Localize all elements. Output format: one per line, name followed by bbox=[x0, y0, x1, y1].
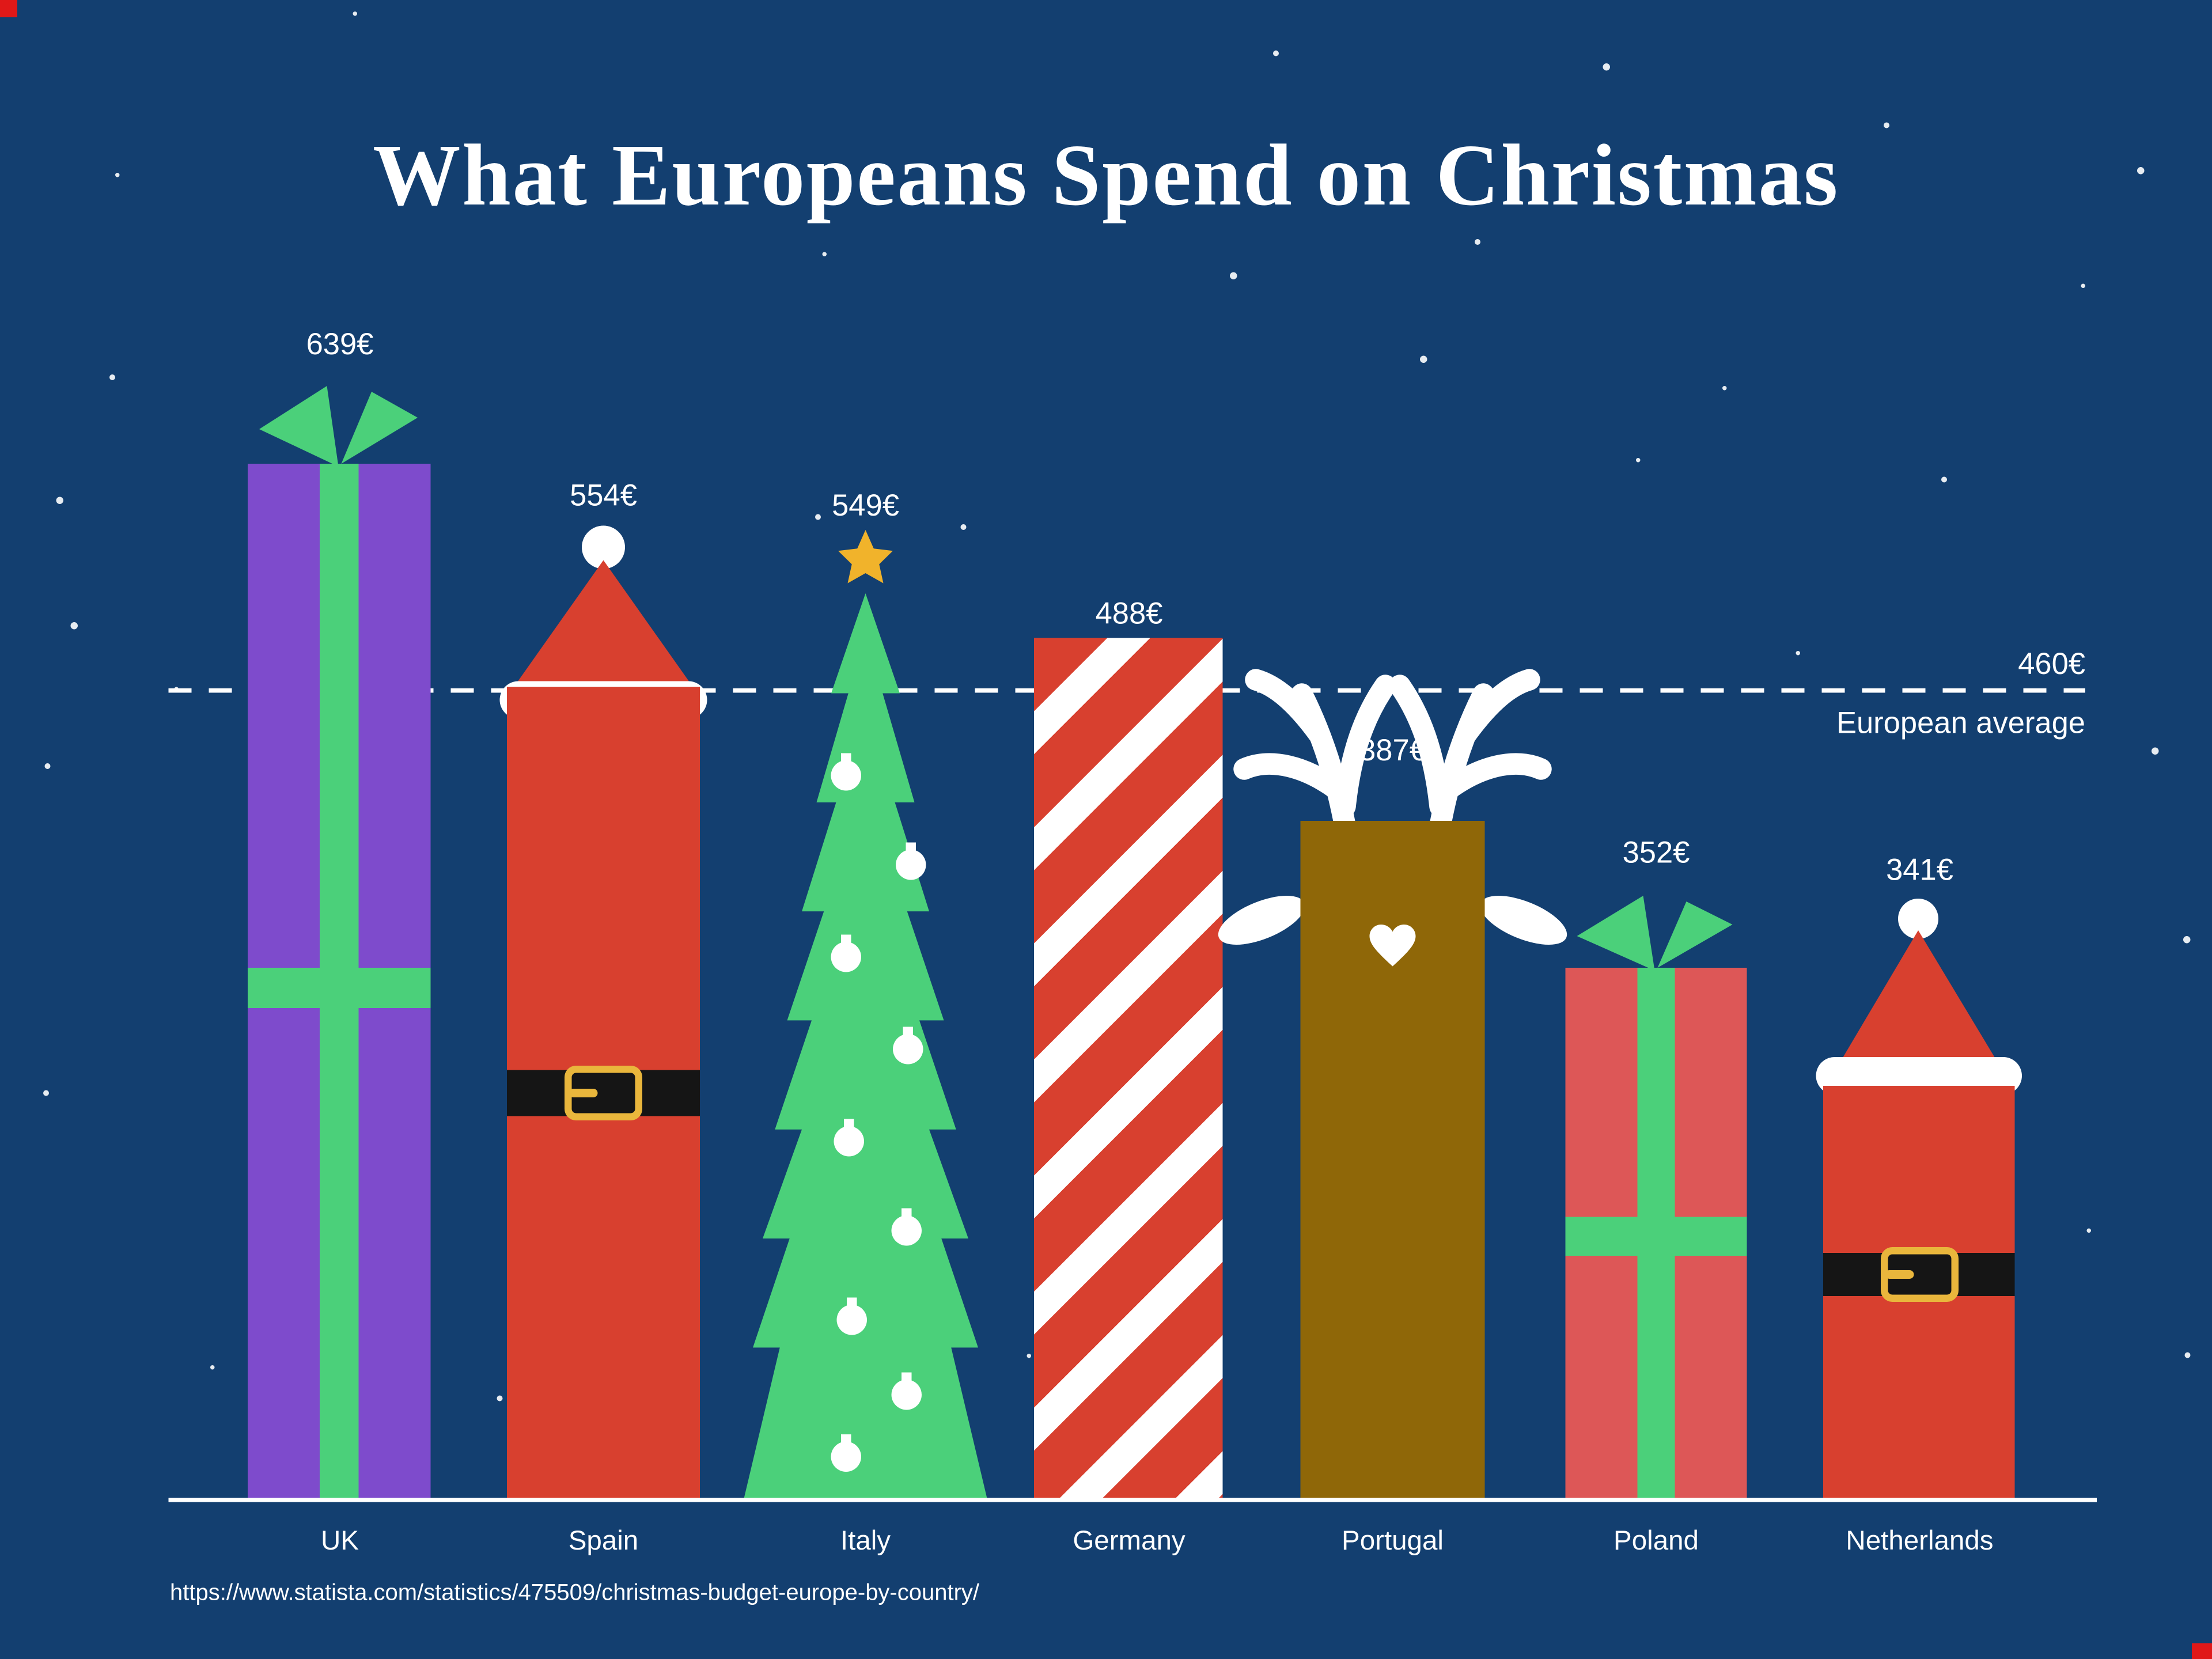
snow-dot bbox=[109, 374, 115, 380]
snow-dot bbox=[2184, 1352, 2191, 1358]
page-title: What Europeans Spend on Christmas bbox=[373, 128, 1839, 225]
heart-nose-icon bbox=[1369, 925, 1416, 967]
value-label-uk: 639€ bbox=[306, 328, 374, 362]
belt bbox=[1823, 1247, 2015, 1302]
santa-body bbox=[507, 687, 700, 1502]
ornament-icon bbox=[831, 1434, 861, 1472]
snow-dot bbox=[1636, 458, 1641, 463]
gift-box bbox=[1565, 968, 1747, 1502]
bar-poland bbox=[1565, 896, 1747, 1502]
snow-dot bbox=[1603, 63, 1610, 71]
snow-dot bbox=[56, 497, 63, 504]
average-value-label: 460€ bbox=[2018, 648, 2085, 681]
belt-buckle-icon bbox=[1880, 1247, 1958, 1302]
value-label-spain: 554€ bbox=[570, 479, 637, 513]
gift-bow-icon bbox=[1577, 896, 1733, 971]
santa-hat-icon bbox=[510, 560, 697, 693]
ornament-icon bbox=[896, 842, 926, 880]
axis-baseline bbox=[168, 1498, 2097, 1502]
ribbon-horizontal bbox=[1565, 1217, 1747, 1256]
snow-dot bbox=[1475, 239, 1480, 245]
bar-italy bbox=[743, 530, 988, 1502]
snow-dot bbox=[497, 1395, 503, 1402]
snow-dot bbox=[115, 173, 120, 177]
star-icon bbox=[838, 530, 893, 584]
value-label-netherlands: 341€ bbox=[1886, 854, 1953, 888]
ornament-icon bbox=[891, 1208, 922, 1246]
snow-dot bbox=[1884, 122, 1889, 128]
snow-dot bbox=[44, 763, 51, 769]
belt bbox=[507, 1066, 700, 1120]
snow-dot bbox=[815, 514, 821, 520]
category-label-poland: Poland bbox=[1613, 1527, 1699, 1557]
christmas-tree-shape bbox=[743, 593, 988, 1502]
belt-buckle-icon bbox=[565, 1066, 642, 1120]
snow-dot bbox=[2137, 167, 2145, 175]
value-label-portugal: 387€ bbox=[1359, 734, 1426, 768]
snow-dot bbox=[1941, 476, 1947, 483]
value-label-poland: 352€ bbox=[1622, 836, 1690, 870]
snow-dot bbox=[1230, 272, 1237, 279]
santa-body bbox=[1823, 1086, 2015, 1502]
snow-dot bbox=[70, 622, 78, 630]
ribbon-horizontal bbox=[248, 968, 431, 1008]
bar-portugal bbox=[1207, 619, 1581, 1502]
snow-dot bbox=[1273, 50, 1279, 56]
snow-dot bbox=[43, 1090, 49, 1096]
snow-dot bbox=[1796, 651, 1800, 656]
bar-netherlands bbox=[1816, 899, 2022, 1502]
ornament-icon bbox=[831, 934, 861, 972]
average-text-label: European average bbox=[1836, 707, 2085, 741]
snow-dot bbox=[1027, 1354, 1031, 1358]
value-label-germany: 488€ bbox=[1095, 597, 1163, 631]
gift-box bbox=[248, 464, 431, 1502]
corner-marker-bottom-right bbox=[2192, 1643, 2212, 1659]
gift-bow-icon bbox=[259, 386, 418, 467]
bar-uk bbox=[248, 386, 431, 1502]
snow-dot bbox=[353, 12, 357, 16]
category-label-netherlands: Netherlands bbox=[1846, 1527, 1994, 1557]
snow-dot bbox=[822, 252, 827, 256]
source-link[interactable]: https://www.statista.com/statistics/4755… bbox=[170, 1581, 980, 1606]
category-label-germany: Germany bbox=[1073, 1527, 1185, 1557]
snow-dot bbox=[2086, 1228, 2091, 1233]
snow-dot bbox=[1722, 386, 1727, 391]
ornament-icon bbox=[893, 1027, 923, 1065]
bar-spain bbox=[499, 525, 707, 1502]
category-label-spain: Spain bbox=[568, 1527, 639, 1557]
snow-dot bbox=[1420, 355, 1427, 363]
ornament-icon bbox=[891, 1372, 922, 1410]
snow-dot bbox=[2152, 747, 2159, 755]
ornament-icon bbox=[836, 1297, 867, 1335]
corner-marker-top-left bbox=[0, 0, 17, 17]
ornament-icon bbox=[831, 753, 861, 791]
bar-germany bbox=[1034, 638, 1223, 1502]
snow-dot bbox=[960, 524, 967, 530]
category-label-portugal: Portugal bbox=[1342, 1527, 1444, 1557]
value-label-italy: 549€ bbox=[832, 490, 899, 523]
category-label-uk: UK bbox=[320, 1527, 359, 1557]
category-label-italy: Italy bbox=[840, 1527, 891, 1557]
snow-dot bbox=[2183, 936, 2191, 944]
ornament-icon bbox=[834, 1119, 864, 1157]
snow-dot bbox=[210, 1365, 215, 1370]
snow-dot bbox=[2081, 283, 2085, 288]
santa-hat-icon bbox=[1826, 930, 2012, 1086]
reindeer-body bbox=[1300, 821, 1485, 1502]
